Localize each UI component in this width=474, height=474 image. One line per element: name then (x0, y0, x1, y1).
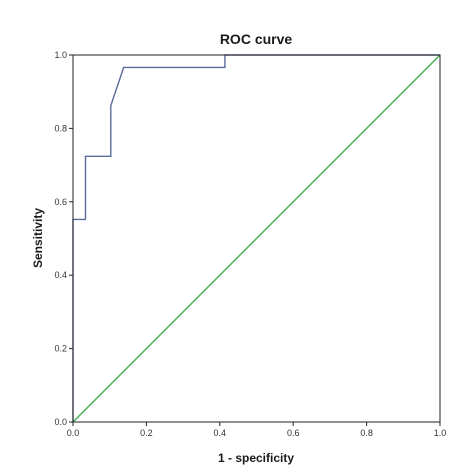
x-tick-label: 0.2 (140, 428, 153, 438)
series-layer (72, 54, 441, 423)
y-tick-label: 0.8 (54, 123, 67, 133)
chart-title: ROC curve (220, 31, 293, 47)
y-tick-label: 0.6 (54, 197, 67, 207)
y-tick-label: 0.4 (54, 270, 67, 280)
roc-curve-line (72, 54, 440, 422)
x-tick-label: 1.0 (434, 428, 447, 438)
y-tick-label: 0.0 (54, 417, 67, 427)
x-axis-label: 1 - specificity (218, 451, 294, 465)
y-tick-label: 0.2 (54, 344, 67, 354)
plot-frame (72, 54, 441, 423)
x-tick-label: 0.0 (67, 428, 80, 438)
reference-diagonal-line (72, 54, 441, 423)
x-tick-label: 0.4 (214, 428, 227, 438)
x-tick-label: 0.8 (360, 428, 373, 438)
y-tick-label: 1.0 (54, 50, 67, 60)
x-tick-label: 0.6 (287, 428, 300, 438)
y-axis-label: Sensitivity (31, 208, 45, 268)
ticks-layer: 0.0 0.2 0.4 0.6 0.8 1.0 0.0 0.2 0.4 0.6 0.8 1.0 (54, 50, 446, 438)
